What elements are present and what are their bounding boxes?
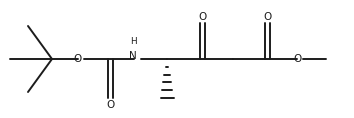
Text: O: O	[293, 54, 301, 64]
Text: O: O	[263, 11, 272, 21]
Text: H: H	[130, 38, 136, 46]
Text: O: O	[198, 11, 206, 21]
Text: O: O	[106, 99, 114, 110]
Text: N: N	[129, 51, 137, 61]
Text: O: O	[74, 54, 82, 64]
